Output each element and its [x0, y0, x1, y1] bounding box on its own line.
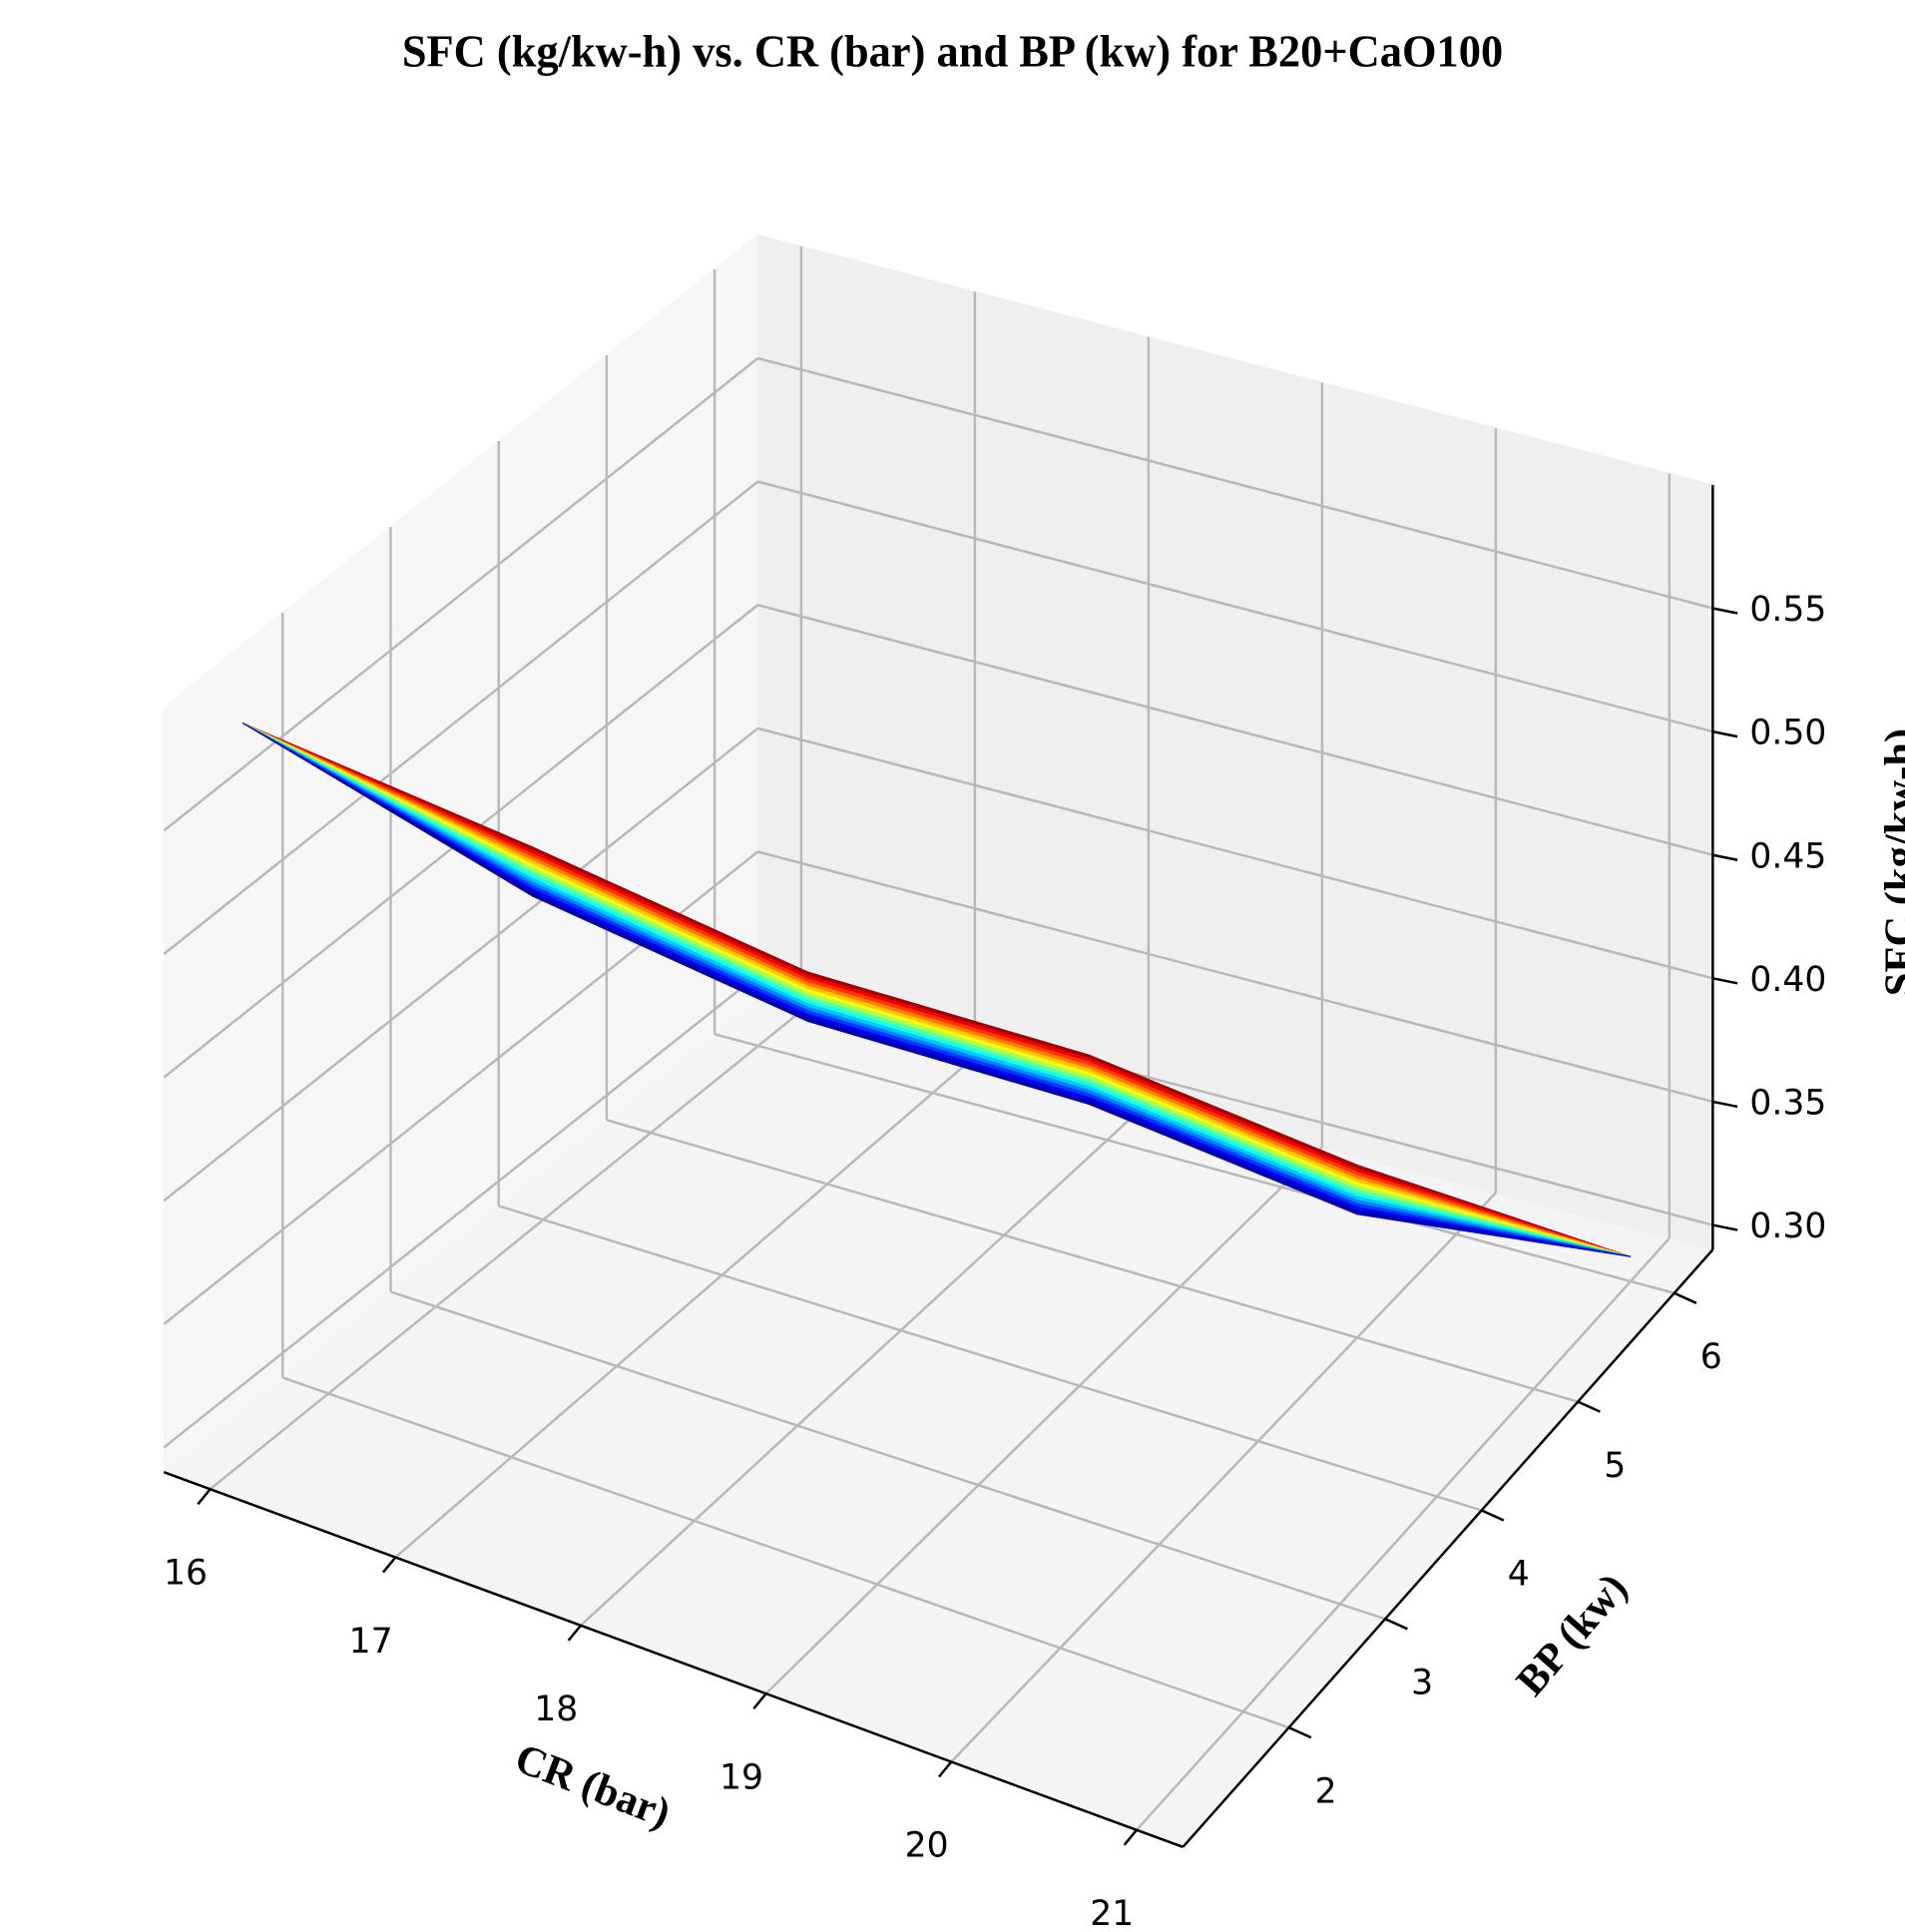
grid-line [714, 1033, 1675, 1295]
grid-line [757, 850, 1713, 1104]
y-tick-label: 3 [1411, 1663, 1433, 1702]
tick-mark [1712, 1100, 1738, 1109]
grid-line [757, 356, 1713, 610]
surface [241, 722, 1632, 1257]
z-tick-label: 0.30 [1749, 1207, 1826, 1246]
z-tick-label: 0.40 [1749, 960, 1826, 1000]
x-tick-label: 20 [905, 1825, 949, 1865]
grid-line [163, 726, 759, 1203]
x-tick-label: 18 [534, 1690, 578, 1729]
grid-line [390, 1290, 1386, 1621]
x-tick-label: 19 [719, 1757, 763, 1797]
y-tick-label: 5 [1604, 1446, 1626, 1486]
tick-mark [1712, 607, 1738, 615]
y-tick-label: 4 [1508, 1554, 1530, 1594]
tick-mark [1288, 1725, 1312, 1739]
tick-mark [1123, 1828, 1138, 1846]
tick-mark [938, 1760, 953, 1778]
tick-mark [567, 1625, 582, 1642]
tick-mark [1673, 1291, 1697, 1304]
grid-line [950, 1192, 1497, 1763]
x-axis-label: CR (bar) [509, 1734, 677, 1837]
grid-line [163, 480, 759, 955]
grid-line [757, 726, 1713, 980]
grid-line [163, 974, 759, 1449]
grid-line [757, 604, 1713, 856]
tick-mark [1712, 1223, 1738, 1231]
grid [163, 245, 1713, 1831]
grid-line [580, 1101, 1150, 1627]
grid-line [209, 1010, 802, 1491]
grid-line [757, 480, 1713, 733]
z-tick-label: 0.55 [1749, 590, 1826, 630]
chart-title: SFC (kg/kw-h) vs. CR (bar) and BP (kw) f… [402, 26, 1503, 76]
x-tick-label: 21 [1090, 1894, 1134, 1932]
tick-mark [1577, 1400, 1601, 1413]
z-tick-label: 0.50 [1749, 713, 1826, 752]
tick-mark [1712, 853, 1738, 861]
grid-line [498, 1205, 1483, 1512]
x-tick-label: 17 [349, 1622, 393, 1662]
tick-mark [1712, 977, 1738, 985]
y-tick-label: 6 [1700, 1337, 1722, 1377]
z-tick-label: 0.45 [1749, 836, 1826, 876]
z-axis-label: SFC (kg/kw-h) [1877, 728, 1905, 996]
y-tick-label: 2 [1315, 1771, 1337, 1811]
tick-mark [382, 1556, 397, 1574]
grid-line [163, 357, 759, 832]
x-axis-line [163, 1470, 1184, 1849]
grid-line [1136, 1237, 1670, 1831]
x-tick-label: 16 [164, 1553, 208, 1593]
tick-mark [1712, 729, 1738, 738]
axes: 16 17 18 19 20 21 2 3 4 5 6 0.30 0.35 0.40 0.45 0.50 0.5… [163, 484, 1826, 1932]
surface-patch [1356, 1209, 1632, 1257]
y-axis-line [1182, 1248, 1714, 1848]
grid-line [606, 1119, 1579, 1403]
tick-mark [1481, 1509, 1505, 1522]
grid-line [394, 1055, 976, 1559]
z-tick-label: 0.35 [1749, 1083, 1826, 1123]
grid-line [764, 1146, 1323, 1695]
grid-line [281, 1376, 1290, 1729]
tick-mark [1384, 1618, 1408, 1631]
tick-mark [752, 1692, 767, 1709]
tick-mark [197, 1488, 212, 1506]
